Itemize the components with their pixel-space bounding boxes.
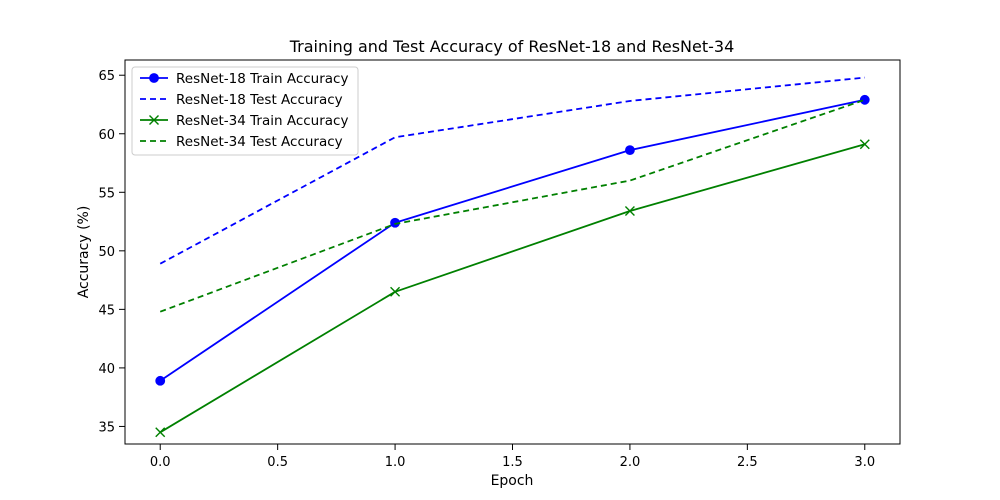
y-tick-label: 60 — [98, 128, 115, 143]
legend-marker-3 — [149, 115, 159, 125]
x-marker-stroke — [390, 286, 401, 297]
y-axis-label: Accuracy (%) — [76, 206, 92, 299]
series-point-3 — [624, 206, 635, 217]
y-axis: 35 40 45 50 55 60 65 — [98, 69, 125, 435]
legend-box — [131, 66, 359, 156]
y-tick-label: 45 — [98, 303, 115, 318]
chart-title: Training and Test Accuracy of ResNet-18 … — [289, 37, 735, 56]
x-tick-label: 1.0 — [385, 455, 406, 470]
series-point-3 — [390, 286, 401, 297]
x-tick-label: 0.5 — [267, 455, 288, 470]
x-axis-label: Epoch — [491, 473, 534, 489]
x-marker-stroke — [149, 115, 159, 125]
series-point-3 — [155, 427, 166, 438]
series-line-1 — [159, 98, 865, 382]
x-marker-stroke — [155, 427, 166, 438]
series-point-3 — [859, 139, 870, 150]
series-line-2 — [159, 76, 865, 265]
legend-label-2: ResNet-18 Test Accuracy — [176, 92, 343, 108]
y-tick-label: 40 — [98, 362, 115, 377]
legend: ResNet-18 Train Accuracy ResNet-18 Test A… — [131, 66, 359, 156]
legend-label-4: ResNet-34 Test Accuracy — [176, 134, 343, 150]
series-point-1 — [625, 145, 635, 156]
series-line-3 — [159, 143, 866, 434]
x-tick-label: 2.5 — [737, 455, 758, 470]
legend-label-1: ResNet-18 Train Accuracy — [176, 71, 348, 87]
x-tick-label: 2.0 — [620, 455, 641, 470]
legend-label-3: ResNet-34 Train Accuracy — [176, 113, 348, 129]
series-point-1 — [155, 375, 166, 386]
y-tick-label: 55 — [98, 186, 115, 201]
y-tick-label: 35 — [98, 420, 115, 435]
x-tick-label: 3.0 — [854, 455, 875, 470]
x-tick-label: 1.5 — [502, 455, 523, 470]
legend-marker-1 — [149, 73, 159, 83]
x-marker-stroke — [859, 139, 870, 150]
y-tick-label: 50 — [98, 245, 115, 260]
x-marker-stroke — [624, 206, 635, 217]
series-layer — [155, 76, 870, 438]
series-point-1 — [859, 94, 870, 105]
series-line-4 — [159, 98, 866, 313]
y-tick-label: 65 — [98, 69, 115, 84]
x-axis: 0.0 0.5 1.0 1.5 2.0 2.5 3.0 — [150, 444, 875, 470]
x-tick-label: 0.0 — [150, 455, 171, 470]
